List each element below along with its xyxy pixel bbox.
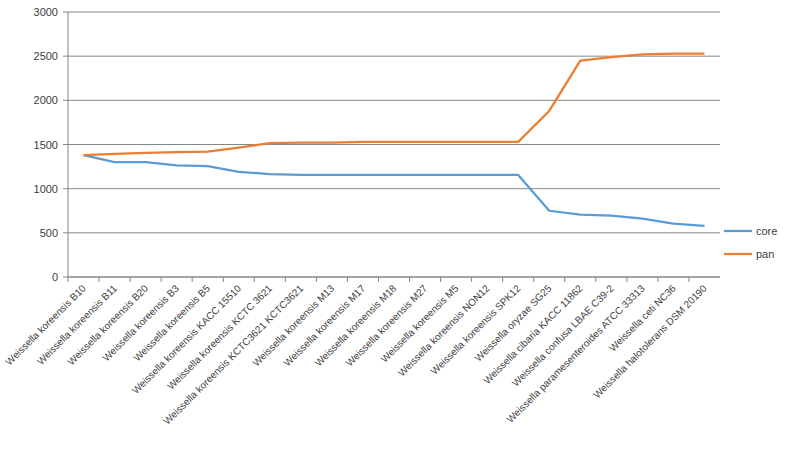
category-tick bbox=[285, 277, 286, 282]
tick-mark bbox=[63, 232, 68, 233]
tick-mark bbox=[63, 144, 68, 145]
category-label: Weissella koreensis KACC 15510 bbox=[130, 282, 244, 396]
series-line bbox=[84, 155, 705, 226]
category-tick bbox=[68, 277, 69, 282]
category-tick bbox=[378, 277, 379, 282]
category-tick bbox=[254, 277, 255, 282]
category-tick bbox=[440, 277, 441, 282]
category-tick bbox=[533, 277, 534, 282]
chart: 0 500 1000 1500 2000 2500 3000 Weissella koreen… bbox=[0, 0, 798, 459]
grid-line bbox=[68, 188, 720, 189]
plot-area bbox=[84, 54, 705, 226]
category-tick bbox=[223, 277, 224, 282]
y-axis bbox=[68, 12, 69, 277]
legend-swatch bbox=[724, 230, 752, 232]
category-tick bbox=[409, 277, 410, 282]
category-tick bbox=[99, 277, 100, 282]
category-tick bbox=[192, 277, 193, 282]
grid-line bbox=[68, 232, 720, 233]
tick-label: 500 bbox=[40, 227, 58, 239]
category-tick bbox=[502, 277, 503, 282]
tick-mark bbox=[63, 100, 68, 101]
category-tick bbox=[471, 277, 472, 282]
x-axis bbox=[68, 277, 720, 278]
grid-line bbox=[68, 277, 720, 278]
tick-label: 2000 bbox=[34, 94, 58, 106]
legend-swatch bbox=[724, 253, 752, 255]
tick-mark bbox=[63, 277, 68, 278]
tick-mark bbox=[63, 12, 68, 13]
tick-label: 3000 bbox=[34, 6, 58, 18]
category-tick bbox=[657, 277, 658, 282]
legend-label: pan bbox=[756, 248, 774, 260]
tick-mark bbox=[63, 188, 68, 189]
category-tick bbox=[130, 277, 131, 282]
tick-label: 1000 bbox=[34, 183, 58, 195]
category-tick bbox=[347, 277, 348, 282]
legend-label: core bbox=[756, 225, 777, 237]
grid-line bbox=[68, 100, 720, 101]
tick-label: 1500 bbox=[34, 139, 58, 151]
tick-mark bbox=[63, 56, 68, 57]
category-label: Weissella halotolerans DSM 20190 bbox=[591, 282, 709, 400]
category-label: Weissella paramesenteroides ATCC 33313 bbox=[504, 282, 647, 425]
category-tick bbox=[688, 277, 689, 282]
category-tick bbox=[316, 277, 317, 282]
grid-line bbox=[68, 144, 720, 145]
grid-line bbox=[68, 12, 720, 13]
category-tick bbox=[161, 277, 162, 282]
category-tick bbox=[595, 277, 596, 282]
series-line bbox=[84, 54, 705, 156]
tick-label: 0 bbox=[52, 271, 58, 283]
category-tick bbox=[626, 277, 627, 282]
category-tick bbox=[564, 277, 565, 282]
category-label: Weissella koreensis KCTC3621 KCTC3621 bbox=[161, 282, 305, 426]
tick-label: 2500 bbox=[34, 50, 58, 62]
